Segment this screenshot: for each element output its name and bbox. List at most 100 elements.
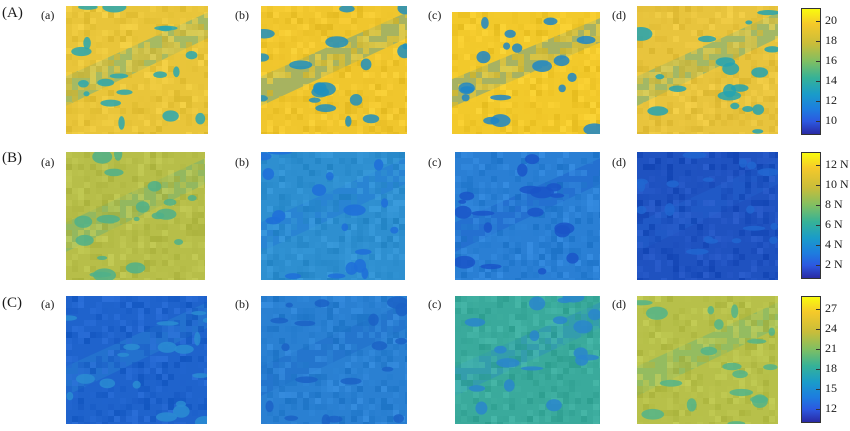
heatmap-cell — [542, 12, 548, 18]
heatmap-cell — [572, 54, 578, 60]
heatmap-cell — [655, 188, 661, 194]
heatmap-cell — [661, 6, 667, 12]
heatmap-cell — [297, 152, 303, 158]
heatmap-cell — [333, 102, 339, 108]
heatmap-cell — [114, 272, 120, 278]
heatmap-cell — [763, 132, 769, 134]
heatmap-cell — [393, 114, 399, 120]
heatmap-cell — [351, 48, 357, 54]
heatmap-cell — [509, 206, 515, 212]
heatmap-cell — [581, 308, 587, 314]
heatmap-cell — [285, 188, 291, 194]
heatmap-cell — [533, 272, 539, 278]
heatmap-cell — [691, 72, 697, 78]
heatmap-cell — [751, 278, 757, 280]
heatmap-cell — [192, 84, 198, 90]
heatmap-cell — [138, 126, 144, 132]
heatmap-cell — [381, 266, 387, 272]
heatmap-cell — [757, 260, 763, 266]
heatmap-cell — [703, 338, 709, 344]
heatmap-cell — [506, 108, 512, 114]
heatmap-cell — [138, 54, 144, 60]
heatmap-cell — [703, 54, 709, 60]
heatmap-cell — [655, 386, 661, 392]
heatmap-cell — [721, 164, 727, 170]
heatmap-cell — [497, 380, 503, 386]
heatmap-cell — [697, 422, 703, 424]
heatmap-cell — [709, 84, 715, 90]
heatmap-cell — [697, 260, 703, 266]
heatmap-cell — [763, 230, 769, 236]
heatmap-cell — [572, 120, 578, 126]
heatmap-cell — [775, 120, 778, 126]
heatmap-cell — [138, 380, 144, 386]
heatmap-cell — [566, 24, 572, 30]
heatmap-cell — [649, 386, 655, 392]
heatmap-cell — [96, 188, 102, 194]
heatmap-cell — [470, 18, 476, 24]
heatmap-blob — [75, 234, 94, 246]
heatmap-cell — [775, 158, 778, 164]
heatmap-cell — [539, 398, 545, 404]
heatmap-cell — [327, 314, 333, 320]
heatmap-cell — [120, 194, 126, 200]
heatmap-cell — [524, 30, 530, 36]
heatmap-cell — [745, 368, 751, 374]
heatmap-cell — [488, 96, 494, 102]
heatmap-cell — [479, 350, 485, 356]
heatmap-cell — [156, 206, 162, 212]
heatmap-cell — [162, 326, 168, 332]
heatmap-cell — [150, 398, 156, 404]
heatmap-blob — [751, 67, 769, 78]
heatmap-cell — [333, 242, 339, 248]
heatmap-cell — [691, 108, 697, 114]
heatmap-cell — [168, 176, 174, 182]
heatmap-cell — [345, 164, 351, 170]
heatmap-cell — [739, 272, 745, 278]
heatmap-cell — [497, 314, 503, 320]
heatmap-cell — [327, 350, 333, 356]
heatmap-cell — [120, 164, 126, 170]
heatmap-cell — [545, 362, 551, 368]
heatmap-cell — [775, 230, 778, 236]
heatmap-blob — [468, 385, 486, 392]
heatmap-cell — [351, 248, 357, 254]
heatmap-cell — [733, 54, 739, 60]
heatmap-cell — [667, 60, 673, 66]
heatmap-cell — [757, 152, 763, 158]
heatmap-cell — [156, 236, 162, 242]
panel-label: (d) — [612, 8, 626, 22]
heatmap-cell — [267, 188, 273, 194]
heatmap-cell — [78, 350, 84, 356]
heatmap-cell — [285, 230, 291, 236]
heatmap-cell — [685, 126, 691, 132]
heatmap-cell — [108, 120, 114, 126]
heatmap-cell — [261, 158, 267, 164]
heatmap-cell — [363, 96, 369, 102]
heatmap-cell — [557, 248, 563, 254]
heatmap-cell — [757, 308, 763, 314]
heatmap-cell — [120, 18, 126, 24]
heatmap-cell — [739, 42, 745, 48]
heatmap-cell — [351, 344, 357, 350]
heatmap-cell — [679, 96, 685, 102]
heatmap-cell — [204, 114, 208, 120]
heatmap-cell — [327, 326, 333, 332]
heatmap-cell — [405, 36, 407, 42]
heatmap-cell — [661, 338, 667, 344]
heatmap-cell — [132, 302, 138, 308]
row-label-b: (B) — [2, 150, 22, 166]
heatmap-cell — [375, 218, 381, 224]
heatmap-cell — [775, 152, 778, 158]
heatmap-cell — [327, 66, 333, 72]
heatmap-blob — [519, 185, 542, 194]
heatmap-cell — [180, 224, 186, 230]
colorbar-tick-label: 8 N — [825, 196, 843, 211]
heatmap-cell — [204, 224, 205, 230]
heatmap-cell — [548, 78, 554, 84]
heatmap-cell — [691, 188, 697, 194]
heatmap-cell — [363, 72, 369, 78]
heatmap-image — [66, 296, 207, 424]
heatmap-cell — [333, 344, 339, 350]
heatmap-cell — [381, 386, 387, 392]
